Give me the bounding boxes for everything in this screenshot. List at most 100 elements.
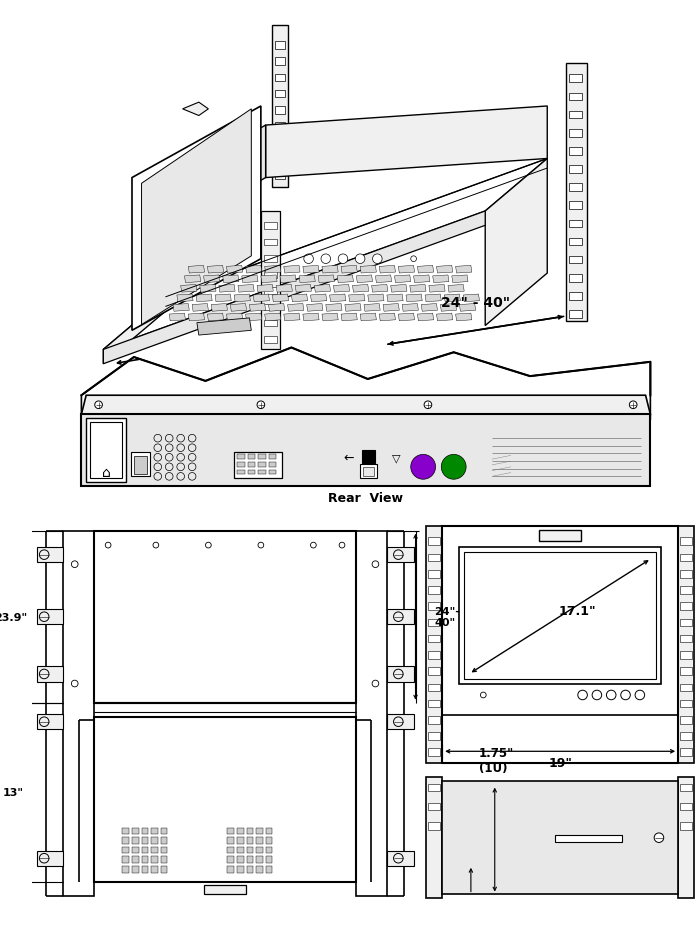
Bar bbox=[428, 784, 440, 792]
Circle shape bbox=[441, 455, 466, 479]
Polygon shape bbox=[169, 313, 186, 322]
Bar bbox=[237, 470, 244, 475]
Polygon shape bbox=[183, 103, 209, 117]
Polygon shape bbox=[425, 295, 441, 302]
Polygon shape bbox=[303, 313, 319, 322]
Bar bbox=[248, 463, 255, 467]
Polygon shape bbox=[230, 304, 246, 311]
Circle shape bbox=[606, 691, 616, 700]
Bar bbox=[160, 857, 167, 863]
Bar bbox=[151, 847, 158, 854]
Circle shape bbox=[321, 255, 330, 264]
Bar bbox=[264, 288, 277, 295]
Polygon shape bbox=[307, 304, 323, 311]
Circle shape bbox=[356, 255, 365, 264]
Bar bbox=[151, 837, 158, 844]
Bar bbox=[680, 822, 692, 830]
Circle shape bbox=[372, 255, 382, 264]
Polygon shape bbox=[261, 211, 280, 350]
Polygon shape bbox=[379, 266, 396, 273]
Polygon shape bbox=[227, 266, 243, 273]
Text: 17.1": 17.1" bbox=[559, 604, 596, 617]
Bar bbox=[363, 467, 374, 476]
Bar bbox=[275, 123, 285, 131]
Bar bbox=[428, 667, 440, 675]
Bar bbox=[246, 837, 253, 844]
Polygon shape bbox=[227, 313, 243, 322]
Circle shape bbox=[592, 691, 602, 700]
Polygon shape bbox=[185, 275, 201, 284]
Bar bbox=[275, 156, 285, 163]
Bar bbox=[246, 847, 253, 854]
Bar bbox=[122, 857, 129, 863]
Polygon shape bbox=[360, 313, 377, 322]
Polygon shape bbox=[104, 211, 485, 364]
Bar bbox=[132, 847, 139, 854]
Polygon shape bbox=[395, 275, 411, 284]
Bar bbox=[428, 570, 440, 578]
Bar bbox=[555, 835, 622, 843]
Circle shape bbox=[424, 401, 432, 409]
Bar bbox=[569, 184, 582, 192]
Polygon shape bbox=[444, 295, 461, 302]
Bar bbox=[680, 587, 692, 594]
Polygon shape bbox=[353, 286, 369, 293]
Bar bbox=[428, 538, 440, 545]
Bar bbox=[256, 857, 262, 863]
Bar bbox=[228, 847, 234, 854]
Bar bbox=[387, 667, 414, 682]
Circle shape bbox=[257, 401, 265, 409]
Polygon shape bbox=[452, 275, 468, 284]
Polygon shape bbox=[341, 266, 357, 273]
Bar bbox=[258, 455, 265, 460]
Bar bbox=[264, 321, 277, 327]
Bar bbox=[122, 847, 129, 854]
Bar bbox=[428, 554, 440, 562]
Polygon shape bbox=[81, 396, 650, 415]
Polygon shape bbox=[253, 295, 270, 302]
Polygon shape bbox=[440, 304, 456, 311]
Text: 24"-
40": 24"- 40" bbox=[435, 606, 461, 628]
Text: 24" - 40": 24" - 40" bbox=[441, 296, 510, 310]
Polygon shape bbox=[265, 107, 547, 178]
Bar bbox=[428, 619, 440, 627]
Bar bbox=[264, 256, 277, 262]
Polygon shape bbox=[246, 266, 262, 273]
Bar bbox=[151, 866, 158, 872]
Polygon shape bbox=[276, 286, 293, 293]
Polygon shape bbox=[188, 266, 204, 273]
Text: 13": 13" bbox=[3, 788, 24, 797]
Bar bbox=[680, 619, 692, 627]
Polygon shape bbox=[291, 295, 307, 302]
Polygon shape bbox=[177, 295, 193, 302]
Bar bbox=[122, 837, 129, 844]
Bar bbox=[387, 715, 414, 730]
Polygon shape bbox=[173, 304, 189, 311]
Bar bbox=[428, 587, 440, 594]
Bar bbox=[122, 866, 129, 872]
Bar bbox=[428, 822, 440, 830]
Polygon shape bbox=[322, 313, 338, 322]
Bar bbox=[63, 531, 94, 896]
Polygon shape bbox=[132, 107, 261, 331]
Bar bbox=[151, 857, 158, 863]
Bar bbox=[442, 527, 678, 763]
Bar bbox=[428, 749, 440, 756]
Circle shape bbox=[578, 691, 587, 700]
Text: 19": 19" bbox=[548, 756, 572, 769]
Polygon shape bbox=[141, 109, 251, 325]
Bar bbox=[36, 548, 63, 563]
Bar bbox=[569, 166, 582, 173]
Bar bbox=[265, 828, 272, 834]
Bar bbox=[237, 837, 244, 844]
Bar bbox=[256, 837, 262, 844]
Polygon shape bbox=[391, 286, 407, 293]
Bar bbox=[269, 470, 276, 475]
Bar bbox=[539, 530, 581, 541]
Polygon shape bbox=[196, 295, 212, 302]
Bar bbox=[569, 293, 582, 300]
Polygon shape bbox=[272, 26, 288, 188]
Circle shape bbox=[338, 255, 348, 264]
Polygon shape bbox=[219, 286, 235, 293]
Polygon shape bbox=[398, 266, 414, 273]
